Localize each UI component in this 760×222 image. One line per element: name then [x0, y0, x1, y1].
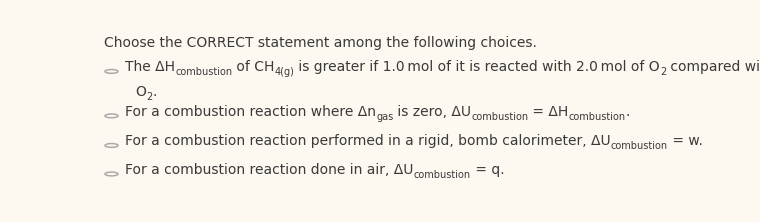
Text: = q.: = q. [470, 163, 504, 177]
Text: O: O [135, 85, 146, 99]
Text: .: . [152, 85, 157, 99]
Text: Choose the CORRECT statement among the following choices.: Choose the CORRECT statement among the f… [104, 36, 537, 50]
Text: 4(g): 4(g) [274, 67, 294, 77]
Text: The ΔH: The ΔH [125, 60, 175, 74]
Text: combustion: combustion [471, 112, 528, 122]
Text: combustion: combustion [413, 170, 470, 180]
Text: 2: 2 [660, 67, 667, 77]
Text: combustion: combustion [175, 67, 232, 77]
Text: of CH: of CH [232, 60, 274, 74]
Text: combustion: combustion [568, 112, 625, 122]
Text: is greater if 1.0 mol of it is reacted with 2.0 mol of O: is greater if 1.0 mol of it is reacted w… [294, 60, 660, 74]
Text: For a combustion reaction performed in a rigid, bomb calorimeter, ΔU: For a combustion reaction performed in a… [125, 135, 611, 149]
Text: = ΔH: = ΔH [528, 105, 568, 119]
Text: For a combustion reaction done in air, ΔU: For a combustion reaction done in air, Δ… [125, 163, 413, 177]
Text: For a combustion reaction where Δn: For a combustion reaction where Δn [125, 105, 376, 119]
Text: gas: gas [376, 112, 393, 122]
Text: compared with 8.0 mol of: compared with 8.0 mol of [667, 60, 760, 74]
Text: = w.: = w. [668, 135, 703, 149]
Text: is zero, ΔU: is zero, ΔU [393, 105, 471, 119]
Text: combustion: combustion [611, 141, 668, 151]
Text: 2: 2 [146, 92, 152, 102]
Text: .: . [625, 105, 630, 119]
